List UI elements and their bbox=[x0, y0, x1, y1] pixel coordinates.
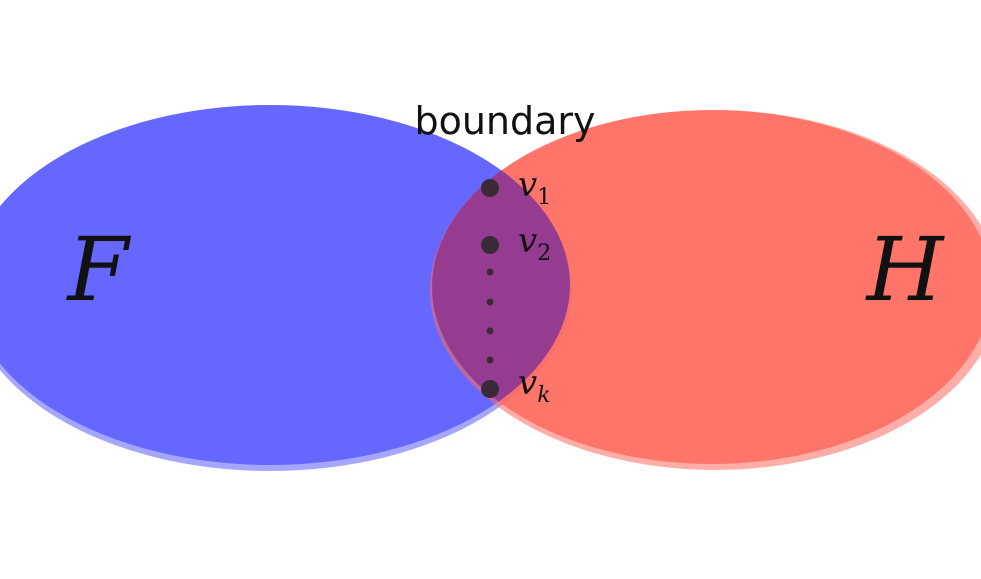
vertex-dot bbox=[481, 236, 499, 254]
vertical-ellipsis bbox=[486, 268, 494, 364]
vertex-label: v2 bbox=[518, 221, 551, 266]
set-h bbox=[430, 110, 981, 470]
vertex-v1: v1 bbox=[481, 165, 551, 210]
vertex-subscript: k bbox=[537, 383, 550, 408]
vertex-dot bbox=[481, 179, 499, 197]
vertex-label: vk bbox=[518, 363, 551, 408]
set-label-h: H bbox=[865, 218, 946, 321]
vertex-subscript: 1 bbox=[537, 185, 551, 210]
vertex-v2: v2 bbox=[481, 221, 551, 266]
vertex-dot bbox=[481, 380, 499, 398]
vertex-vk: vk bbox=[481, 363, 551, 408]
vertex-subscript: 2 bbox=[537, 241, 551, 266]
vertex-label: v1 bbox=[518, 165, 551, 210]
boundary-label: boundary bbox=[414, 99, 595, 143]
set-label-f: F bbox=[65, 218, 131, 321]
set-f bbox=[0, 105, 572, 471]
